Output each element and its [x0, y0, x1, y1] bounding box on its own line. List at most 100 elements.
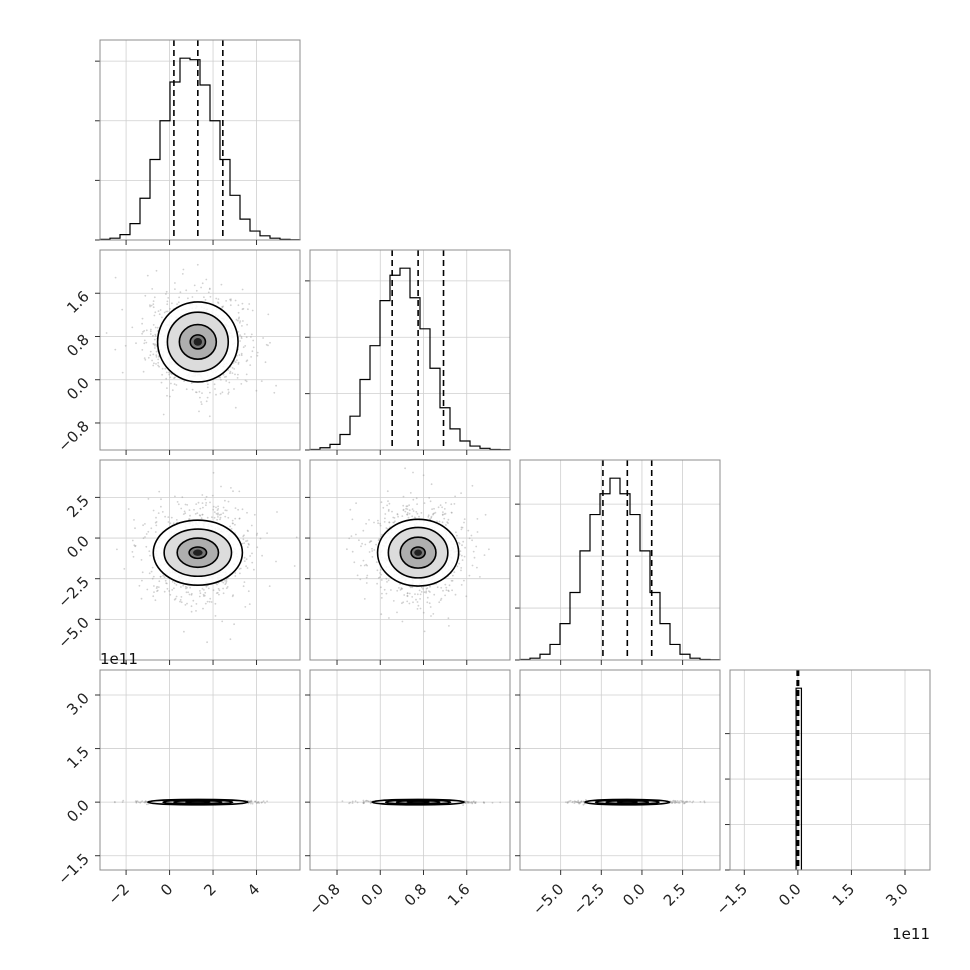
- sample-point: [158, 356, 160, 358]
- sample-point: [491, 801, 494, 804]
- sample-point: [268, 585, 271, 587]
- sample-point: [237, 317, 240, 320]
- sample-point: [238, 354, 241, 356]
- sample-point: [250, 336, 252, 338]
- sample-point: [154, 347, 156, 349]
- sample-point: [160, 505, 162, 508]
- sample-point: [249, 802, 252, 805]
- sample-point: [219, 518, 221, 521]
- sample-point: [404, 467, 406, 470]
- sample-point: [217, 516, 219, 518]
- sample-point: [205, 502, 208, 504]
- sample-point: [475, 801, 477, 803]
- sample-point: [155, 363, 157, 365]
- sample-point: [367, 800, 370, 803]
- sample-point: [218, 589, 221, 592]
- sample-point: [364, 543, 367, 546]
- sample-point: [246, 323, 249, 326]
- sample-point: [461, 544, 463, 547]
- sample-point: [483, 802, 486, 804]
- sample-point: [227, 391, 230, 394]
- sample-point: [470, 534, 473, 537]
- sample-point: [248, 603, 251, 605]
- sample-point: [157, 512, 160, 514]
- sample-point: [433, 593, 436, 596]
- sample-point: [149, 330, 152, 333]
- sample-point: [471, 802, 474, 805]
- sample-point: [212, 471, 215, 474]
- sample-point: [255, 802, 258, 804]
- sample-point: [439, 599, 442, 601]
- sample-point: [366, 799, 368, 802]
- sample-point: [209, 501, 211, 504]
- sample-point: [144, 294, 147, 297]
- sample-point: [430, 515, 433, 518]
- sample-point: [237, 361, 240, 364]
- sample-point: [375, 543, 377, 546]
- sample-point: [174, 495, 176, 498]
- sample-point: [155, 524, 158, 527]
- sample-point: [154, 343, 157, 346]
- sample-point: [402, 601, 405, 604]
- sample-point: [122, 799, 125, 802]
- sample-point: [241, 308, 244, 311]
- sample-point: [258, 802, 260, 804]
- sample-point: [218, 514, 221, 516]
- sample-point: [134, 544, 137, 547]
- sample-point: [387, 508, 390, 511]
- sample-point: [196, 512, 199, 514]
- sample-point: [458, 542, 461, 545]
- sample-point: [476, 531, 479, 533]
- sample-point: [267, 344, 269, 347]
- sample-point: [703, 801, 706, 804]
- sample-point: [471, 484, 474, 487]
- sample-point: [256, 546, 259, 549]
- sample-point: [183, 380, 186, 382]
- sample-point: [160, 381, 163, 384]
- sample-point: [202, 506, 204, 509]
- sample-point: [231, 367, 234, 369]
- sample-point: [127, 508, 130, 510]
- sample-point: [232, 490, 234, 493]
- scatter-panel-2-1: [309, 459, 511, 661]
- sample-point: [416, 593, 419, 596]
- sample-point: [154, 531, 157, 533]
- sample-point: [170, 382, 172, 385]
- sample-point: [360, 545, 362, 548]
- sample-point: [240, 335, 243, 338]
- sample-point: [381, 592, 383, 595]
- sample-point: [237, 508, 240, 511]
- sample-point: [217, 512, 219, 515]
- sample-point: [166, 300, 169, 303]
- sample-point: [689, 800, 691, 803]
- sample-point: [359, 578, 362, 581]
- sample-point: [422, 611, 425, 614]
- sample-point: [476, 518, 479, 520]
- sample-point: [140, 801, 142, 803]
- sample-point: [153, 343, 156, 346]
- sample-point: [166, 587, 169, 590]
- sample-point: [242, 538, 245, 541]
- histogram-panel-0: [95, 39, 301, 241]
- sample-point: [365, 576, 368, 579]
- sample-point: [224, 583, 227, 586]
- sample-point: [423, 502, 426, 504]
- sample-point: [218, 593, 220, 596]
- sample-point: [142, 331, 144, 333]
- sample-point: [264, 361, 267, 364]
- sample-point: [234, 373, 236, 376]
- panel-frame: [99, 39, 301, 241]
- sample-point: [247, 530, 249, 532]
- sample-point: [140, 559, 143, 561]
- sample-point: [190, 605, 193, 608]
- sample-point: [436, 520, 438, 523]
- sample-point: [408, 504, 410, 507]
- sample-point: [159, 309, 162, 311]
- sample-point: [156, 326, 159, 329]
- sample-point: [154, 311, 157, 314]
- sample-point: [356, 574, 359, 577]
- sample-point: [577, 801, 579, 804]
- sample-point: [578, 802, 581, 805]
- sample-point: [417, 604, 420, 607]
- sample-point: [247, 542, 250, 545]
